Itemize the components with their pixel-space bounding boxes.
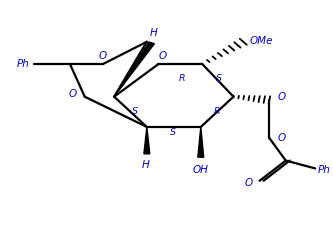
- Text: H: H: [150, 28, 157, 38]
- Text: O: O: [158, 51, 166, 61]
- Text: O: O: [278, 133, 286, 143]
- Text: Ph: Ph: [17, 59, 30, 69]
- Polygon shape: [114, 42, 155, 97]
- Polygon shape: [198, 127, 204, 157]
- Text: R: R: [214, 107, 220, 116]
- Text: S: S: [133, 107, 139, 116]
- Text: R: R: [179, 74, 185, 83]
- Text: H: H: [141, 160, 149, 170]
- Text: S: S: [216, 74, 222, 83]
- Text: Ph: Ph: [318, 165, 331, 175]
- Polygon shape: [144, 127, 150, 154]
- Text: O: O: [68, 89, 76, 99]
- Text: OH: OH: [193, 165, 209, 175]
- Text: O: O: [278, 92, 286, 102]
- Text: OMe: OMe: [249, 36, 273, 46]
- Text: S: S: [170, 128, 176, 137]
- Text: O: O: [98, 51, 107, 61]
- Text: O: O: [244, 178, 252, 188]
